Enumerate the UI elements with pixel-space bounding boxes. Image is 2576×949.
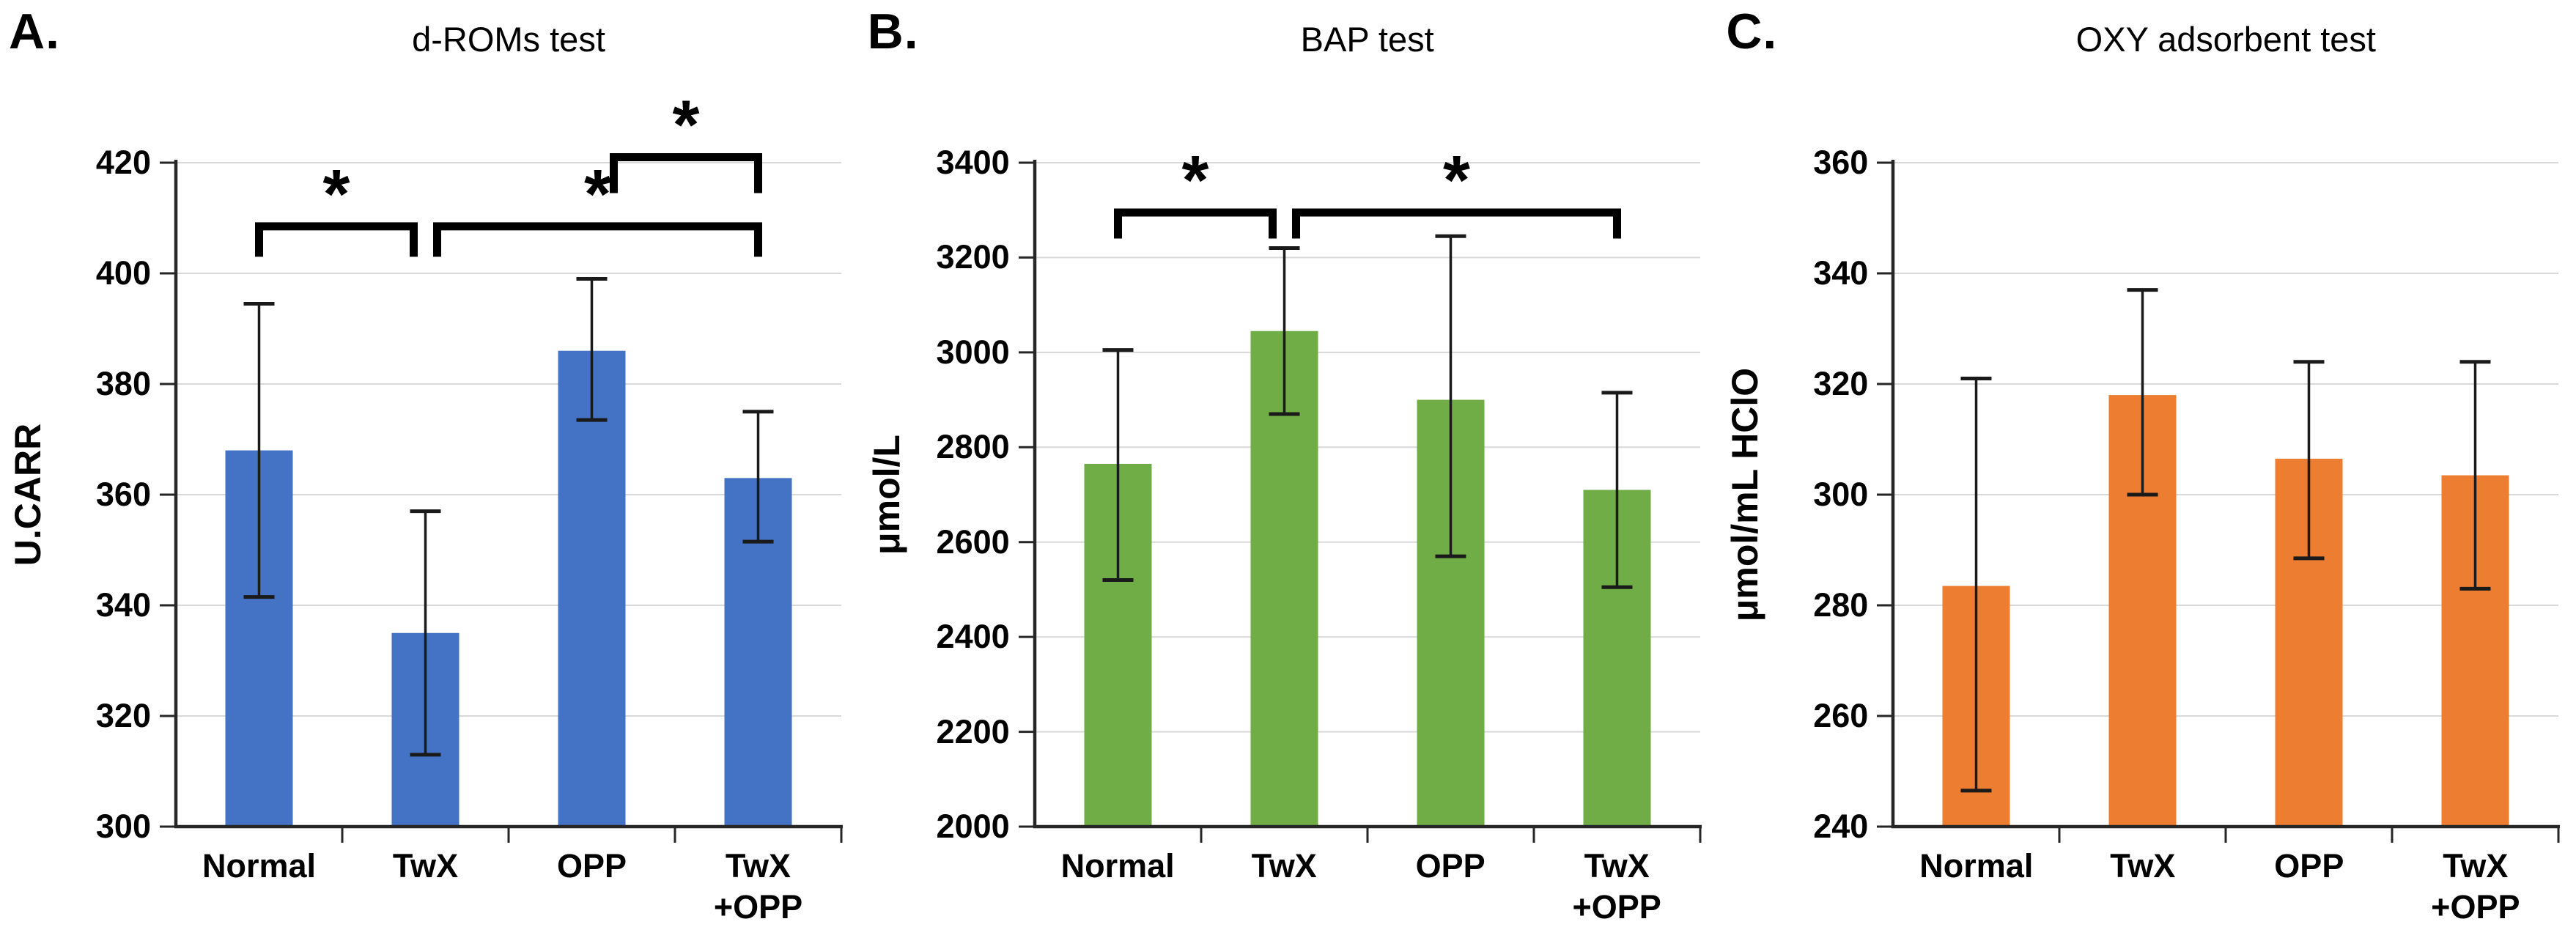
significance-asterisk: * <box>323 155 350 233</box>
x-category-label: Normal <box>202 846 316 887</box>
error-bar <box>576 277 608 422</box>
significance-bracket <box>1113 208 1277 239</box>
x-category-label: OPP <box>2274 846 2344 887</box>
x-category-label: Normal <box>1061 846 1175 887</box>
y-tick-label: 360 <box>1813 144 1869 181</box>
chart-title: d-ROMs test <box>412 20 605 59</box>
plot-area: * * <box>1018 141 1702 843</box>
x-category-label-line: OPP <box>556 847 627 885</box>
x-category-label-line: OPP <box>2274 847 2344 885</box>
y-tick-label: 260 <box>1813 697 1869 734</box>
error-bar <box>410 509 441 757</box>
y-tick-label: 360 <box>95 476 151 513</box>
y-tick-label: 2400 <box>936 618 1010 656</box>
y-tick-label: 300 <box>95 808 151 845</box>
x-category-label-line: TwX <box>392 847 459 885</box>
error-bar <box>1435 234 1466 558</box>
x-category-label-line: TwX <box>725 847 791 885</box>
x-category-label: TwX +OPP <box>714 846 802 928</box>
y-tick-label: 3200 <box>936 238 1010 276</box>
significance-asterisk: * <box>584 155 611 233</box>
x-category-label-line: +OPP <box>2431 888 2520 926</box>
chart-panel: A. d-ROMs test U.CARR 300 320 340 360 380 400 420… <box>0 0 859 949</box>
error-bar <box>2127 288 2158 497</box>
y-tick-label: 2800 <box>936 428 1010 466</box>
chart-title: BAP test <box>1300 20 1434 59</box>
error-bar <box>2293 360 2325 561</box>
x-category-label: TwX <box>1252 846 1317 887</box>
x-category-label: TwX +OPP <box>1573 846 1661 928</box>
y-tick-label: 2600 <box>936 522 1010 561</box>
x-category-label-line: TwX <box>2110 847 2176 885</box>
significance-bracket <box>609 152 762 193</box>
y-tick-label: 240 <box>1813 808 1869 845</box>
x-category-label-line: +OPP <box>713 888 803 926</box>
x-category-label-line: TwX <box>1584 847 1650 885</box>
x-category-label: Normal <box>1919 846 2033 887</box>
chart-panel: C. OXY adsorbent test μmol/mL HClO 240 260 28… <box>1717 0 2576 949</box>
y-tick-label: 320 <box>95 697 151 734</box>
plot-area <box>1877 160 2561 843</box>
panel-letter: C. <box>1726 4 1778 59</box>
x-category-label: TwX <box>393 846 458 887</box>
x-category-label: OPP <box>557 846 627 887</box>
x-category-label-line: TwX <box>2443 847 2509 885</box>
y-tick-label: 340 <box>1813 254 1869 292</box>
x-category-label-line: Normal <box>202 847 317 885</box>
y-tick-label: 300 <box>1813 476 1869 513</box>
x-category-label-line: Normal <box>1060 847 1175 885</box>
error-bar <box>1269 245 1300 416</box>
x-category-label: TwX <box>2110 846 2175 887</box>
x-category-label-line: OPP <box>1415 847 1486 885</box>
y-tick-label: 380 <box>95 365 151 402</box>
y-tick-label: 280 <box>1813 586 1869 624</box>
significance-bracket <box>432 222 762 257</box>
x-category-label-line: +OPP <box>1572 888 1661 926</box>
panel-letter: A. <box>9 4 60 59</box>
y-tick-label: 3400 <box>936 144 1010 181</box>
y-tick-label: 420 <box>95 144 151 181</box>
significance-asterisk: * <box>673 86 700 163</box>
y-tick-label: 340 <box>95 586 151 624</box>
x-category-label-line: TwX <box>1251 847 1317 885</box>
significance-bracket <box>254 222 418 257</box>
error-bar <box>1960 376 1992 793</box>
y-tick-label: 400 <box>95 254 151 292</box>
chart-panel: B. BAP test μmol/L 2000 2200 2400 2600 2800 3000… <box>859 0 1718 949</box>
significance-asterisk: * <box>1443 141 1470 219</box>
error-bar <box>2459 360 2491 591</box>
panel-letter: B. <box>867 4 919 59</box>
significance-asterisk: * <box>1181 141 1208 219</box>
x-category-label-line: Normal <box>1919 847 2034 885</box>
chart-title: OXY adsorbent test <box>2075 20 2376 59</box>
error-bar <box>1102 348 1134 582</box>
y-tick-label: 2200 <box>936 712 1010 750</box>
error-bar <box>742 410 774 544</box>
y-tick-label: 3000 <box>936 333 1010 371</box>
x-category-label: TwX +OPP <box>2431 846 2520 928</box>
bar-OPP <box>558 350 626 827</box>
significance-bracket <box>1291 208 1621 239</box>
x-category-label: OPP <box>1416 846 1486 887</box>
y-tick-label: 320 <box>1813 365 1869 402</box>
error-bar <box>243 302 275 599</box>
y-tick-label: 2000 <box>936 808 1010 845</box>
plot-area: * * * <box>159 86 843 843</box>
error-bar <box>1601 391 1633 589</box>
